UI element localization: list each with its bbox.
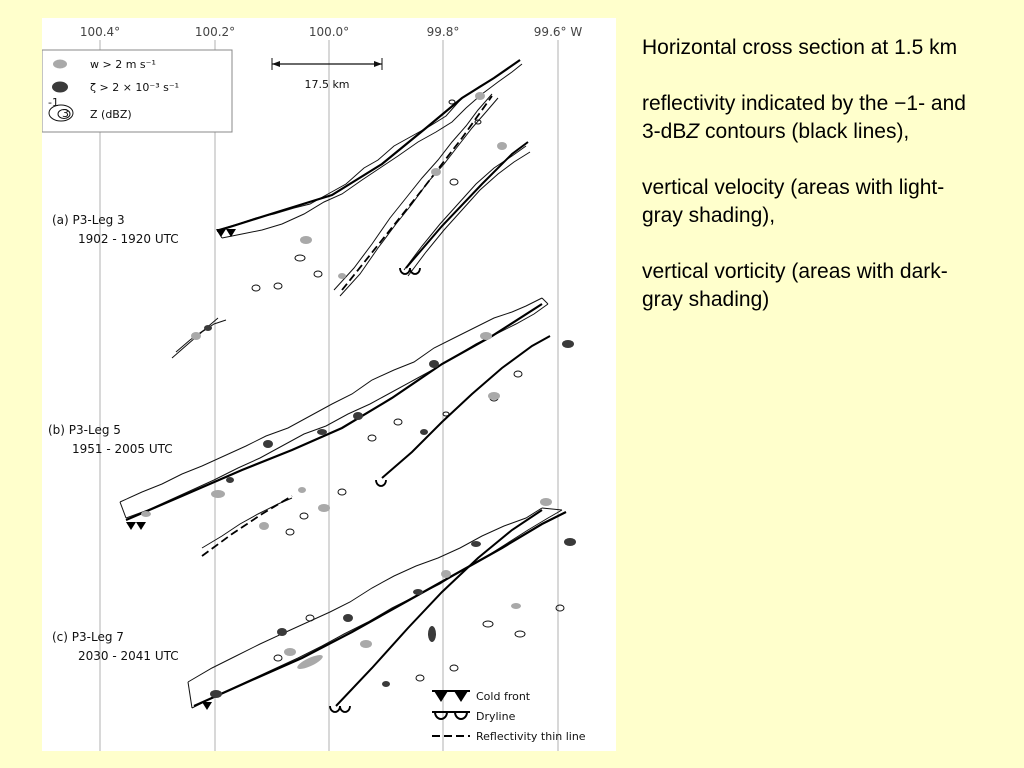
lon-label-1: 100.4°: [80, 25, 120, 39]
scale-bar: 17.5 km: [271, 58, 383, 91]
cold-front-b: [125, 303, 543, 522]
lon-label-4: 99.8°: [427, 25, 460, 39]
lon-label-2: 100.2°: [195, 25, 235, 39]
cold-front-b-triangles: [126, 522, 146, 530]
caption-cross-section: Horizontal cross section at 1.5 km: [642, 36, 958, 59]
contour-label-1: -1: [48, 96, 59, 109]
panel-a-time: 1902 - 1920 UTC: [78, 232, 179, 246]
panel-a-shading: [191, 92, 507, 340]
caption-reflectivity: reflectivity indicated by the −1- and 3-…: [642, 90, 982, 146]
cold-front-symbol-icon: [434, 691, 448, 702]
dryline-a-arcs: [399, 267, 421, 275]
contour-pair-icon: -1 3: [48, 96, 74, 122]
reflectivity-thin-line-b: [201, 495, 293, 557]
radar-figure: 100.4° 100.2° 100.0° 99.8° 99.6° W w > 2…: [42, 18, 616, 751]
lon-label-3: 100.0°: [309, 25, 349, 39]
legend-vorticity: ζ > 2 × 10⁻³ s⁻¹: [90, 81, 179, 94]
caption-reflectivity-post: contours (black lines),: [699, 120, 910, 143]
panel-a-label: (a) P3-Leg 3: [52, 213, 125, 227]
panel-c-label: (c) P3-Leg 7: [52, 630, 124, 644]
dryline-b-arcs: [375, 479, 387, 487]
panel-c-shading: [210, 498, 576, 698]
caption-text: Horizontal cross section at 1.5 km refle…: [642, 34, 982, 342]
dryline-c: [335, 509, 543, 707]
panel-b-shading: [141, 332, 574, 530]
caption-reflectivity-z: Z: [686, 120, 700, 143]
cold-front-a: [216, 59, 521, 233]
panel-c-plot: [187, 507, 565, 709]
dryline-symbol-icon: [434, 711, 448, 720]
reflectivity-thin-line-a: [341, 95, 493, 291]
cold-front-c: [193, 511, 567, 708]
panel-b-time: 1951 - 2005 UTC: [72, 442, 173, 456]
caption-vertical-velocity: vertical velocity (areas with light-gray…: [642, 176, 945, 227]
legend-dryline: Dryline: [476, 710, 516, 723]
dryline-b: [381, 335, 551, 479]
legend-box: w > 2 m s⁻¹ ζ > 2 × 10⁻³ s⁻¹ -1 3 Z (dBZ…: [42, 49, 233, 133]
dryline-c-arcs: [329, 705, 351, 713]
dryline-a: [405, 141, 529, 269]
dark-gray-blob-icon: [52, 81, 68, 93]
contour-label-2: 3: [62, 107, 69, 120]
lon-label-5: 99.6° W: [534, 25, 583, 39]
light-gray-blob-icon: [53, 59, 67, 69]
caption-vertical-vorticity: vertical vorticity (areas with dark-gray…: [642, 260, 948, 311]
legend-cold-front: Cold front: [476, 690, 531, 703]
caption-reflectivity-pre: reflectivity indicated by the −1- and 3-…: [642, 92, 966, 143]
scale-label: 17.5 km: [304, 78, 349, 91]
front-legend: Cold front Dryline Reflectivity thin lin…: [432, 690, 586, 743]
cold-front-a-triangles: [216, 229, 236, 237]
panel-c-time: 2030 - 2041 UTC: [78, 649, 179, 663]
legend-thin-line: Reflectivity thin line: [476, 730, 586, 743]
legend-w: w > 2 m s⁻¹: [90, 58, 156, 71]
panel-b-label: (b) P3-Leg 5: [48, 423, 121, 437]
cold-front-c-triangles: [202, 702, 212, 710]
legend-z: Z (dBZ): [90, 108, 132, 121]
